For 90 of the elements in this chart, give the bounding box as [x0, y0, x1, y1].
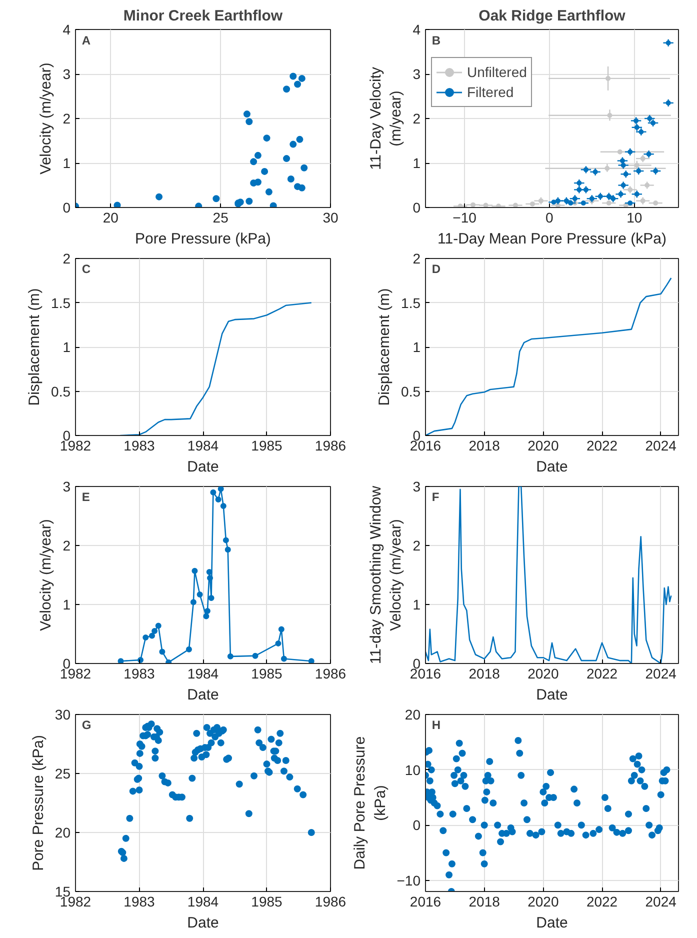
y-tick-label: 2	[412, 538, 421, 554]
legend-label: Unfiltered	[467, 64, 527, 80]
x-tick-label: −10	[452, 210, 477, 226]
x-tick-label: 2020	[528, 438, 559, 454]
y-tick-label: 20	[404, 706, 421, 722]
x-axis-title: Date	[536, 686, 568, 704]
y-tick-label: 30	[54, 706, 71, 722]
x-axis-title: Pore Pressure (kPa)	[135, 230, 271, 248]
y-tick-label: 25	[54, 766, 71, 782]
x-tick-label: 1985	[251, 438, 283, 454]
x-tick-label: 1983	[124, 438, 156, 454]
x-tick-label: 1986	[314, 666, 346, 682]
annotation: D	[432, 262, 441, 276]
y-tick-label: 0.5	[51, 383, 71, 400]
y-tick-label: 2	[62, 250, 71, 266]
y-tick-label: 2	[412, 250, 421, 266]
x-tick-label: 2024	[645, 438, 677, 454]
y-tick-label: 3	[412, 478, 421, 494]
y-tick-label: 1	[412, 155, 421, 171]
y-tick-label: 2	[62, 538, 71, 554]
x-tick-label: 1984	[187, 438, 219, 454]
y-tick-label: 1.5	[51, 294, 71, 311]
x-tick-label: 10	[626, 210, 642, 226]
x-tick-label: 1984	[187, 666, 219, 682]
x-tick-label: 2024	[645, 666, 677, 682]
annotation: B	[432, 33, 441, 48]
x-axis-title: Date	[187, 458, 219, 476]
y-tick-label: 0	[412, 817, 421, 834]
x-tick-label: 1985	[251, 666, 283, 682]
annotation: A	[82, 33, 91, 48]
x-axis-title: 11-Day Mean Pore Pressure (kPa)	[438, 230, 666, 248]
x-tick-label: 1983	[124, 666, 156, 682]
x-tick-label: 2020	[528, 666, 559, 682]
y-axis-title: Displacement (m)	[26, 288, 44, 406]
y-tick-label: 1	[412, 596, 421, 612]
y-tick-label: 4	[412, 22, 421, 38]
x-axis-title: Date	[187, 686, 219, 704]
annotation: E	[82, 490, 90, 504]
x-tick-label: 2022	[586, 438, 618, 454]
x-tick-label: 2024	[645, 894, 677, 910]
x-tick-label: 30	[322, 210, 338, 226]
y-tick-label: 1	[62, 155, 71, 171]
chart-title: Oak Ridge Earthflow	[478, 8, 626, 24]
y-axis-title: Daily Pore Pressure (kPa)	[351, 736, 389, 870]
x-tick-label: 2022	[586, 894, 618, 910]
x-tick-label: 0	[546, 210, 554, 226]
y-tick-label: 0	[412, 200, 421, 216]
y-axis-title: Displacement (m)	[376, 288, 394, 406]
annotation: F	[432, 490, 440, 504]
x-tick-label: 2018	[468, 438, 500, 454]
x-tick-label: 2018	[468, 894, 500, 910]
y-axis-title: Pore Pressure (kPa)	[30, 735, 47, 871]
annotation: G	[82, 718, 92, 732]
y-tick-label: 4	[62, 22, 71, 38]
y-tick-label: 2	[62, 110, 71, 126]
x-tick-label: 2022	[586, 666, 618, 682]
y-tick-label: 1	[62, 596, 71, 612]
y-tick-label: 20	[54, 824, 71, 840]
x-tick-label: 25	[212, 210, 229, 226]
x-tick-label: 1983	[124, 894, 156, 910]
x-axis-title: Date	[536, 914, 568, 932]
chart-title: Minor Creek Earthflow	[123, 8, 283, 24]
y-tick-label: 1	[412, 339, 421, 355]
x-axis-title: Date	[187, 914, 219, 932]
y-tick-label: 3	[62, 478, 71, 494]
x-tick-label: 1986	[314, 438, 346, 454]
x-tick-label: 2020	[528, 894, 559, 910]
x-tick-label: 20	[102, 210, 119, 226]
x-tick-label: 1986	[314, 894, 346, 910]
x-tick-label: 2016	[410, 894, 442, 910]
legend-label: Filtered	[467, 84, 514, 100]
y-axis-title: Velocity (m/year)	[38, 62, 55, 174]
y-tick-label: 2	[412, 110, 421, 126]
y-tick-label: 1	[62, 339, 71, 355]
y-tick-label: 1.5	[401, 294, 421, 311]
y-tick-label: 3	[412, 66, 421, 82]
y-tick-label: 3	[62, 66, 71, 82]
y-tick-label: 10	[404, 762, 421, 778]
y-axis-title: 11-day Smoothing Window Velocity (m/year)	[367, 486, 405, 664]
y-tick-label: 0	[62, 200, 71, 216]
y-axis-title: Velocity (m/year)	[38, 519, 55, 631]
annotation: H	[432, 718, 440, 732]
x-tick-label: 2018	[468, 666, 500, 682]
x-tick-label: 1984	[187, 894, 219, 910]
y-tick-label: 0.5	[401, 383, 421, 400]
annotation: C	[82, 262, 91, 276]
x-axis-title: Date	[536, 458, 568, 476]
y-tick-label: −10	[396, 872, 421, 888]
y-axis-title: 11-Day Velocity (m/year)	[367, 66, 405, 170]
x-tick-label: 1985	[251, 894, 283, 910]
